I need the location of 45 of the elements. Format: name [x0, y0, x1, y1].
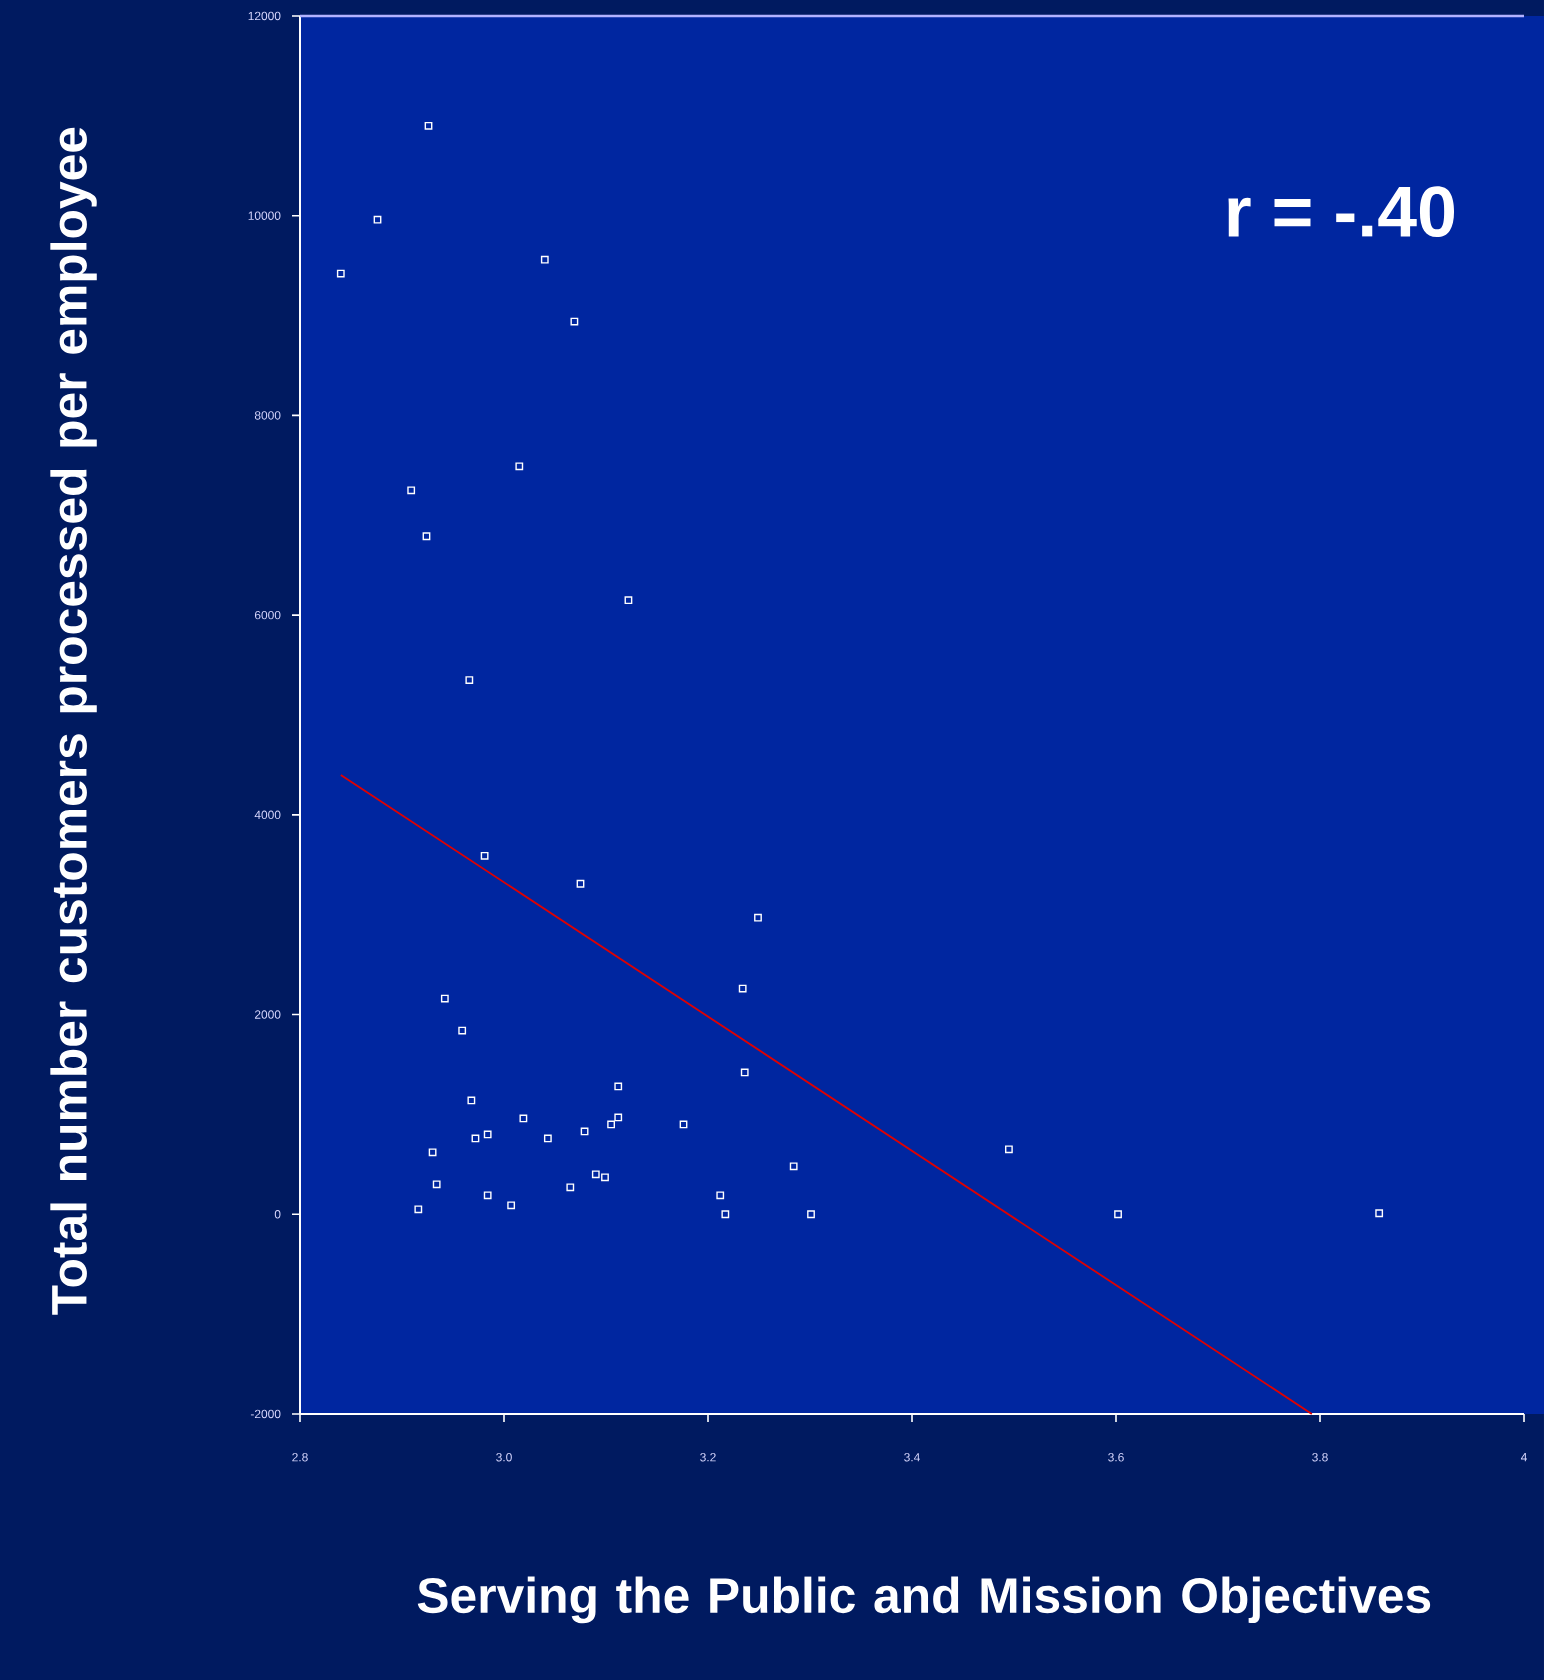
point — [580, 1127, 589, 1136]
point — [515, 462, 524, 471]
point — [480, 851, 489, 860]
point — [740, 1068, 749, 1077]
point — [789, 1162, 798, 1171]
point — [422, 532, 431, 541]
point — [754, 913, 762, 922]
point — [1375, 1209, 1384, 1218]
x-axis-title: Serving the Public and Mission Objectives — [417, 1576, 1431, 1624]
point — [607, 1120, 615, 1129]
point — [458, 1026, 467, 1035]
point — [465, 676, 474, 684]
point — [373, 215, 382, 224]
y-axis-title: Total number customers processed per employee — [50, 127, 97, 1315]
point — [1005, 1145, 1013, 1154]
point — [721, 1210, 730, 1219]
point — [540, 255, 549, 264]
point — [679, 1120, 688, 1129]
point — [428, 1148, 437, 1157]
point — [414, 1205, 423, 1214]
point — [424, 121, 433, 130]
point — [566, 1183, 575, 1192]
annotation: r = -.40 — [1228, 186, 1455, 238]
point — [1114, 1210, 1122, 1219]
point — [807, 1210, 815, 1219]
point — [432, 1180, 441, 1189]
point — [507, 1201, 516, 1210]
point — [336, 269, 345, 278]
point — [716, 1191, 725, 1200]
point — [543, 1134, 552, 1143]
point — [624, 596, 633, 605]
point — [591, 1170, 600, 1179]
point — [738, 984, 747, 993]
point — [576, 879, 585, 888]
point — [614, 1113, 623, 1122]
point — [519, 1114, 528, 1123]
point — [483, 1130, 492, 1139]
point — [601, 1173, 609, 1182]
point — [614, 1082, 623, 1091]
point — [483, 1191, 492, 1200]
point — [407, 486, 416, 495]
point — [471, 1134, 480, 1143]
point — [467, 1096, 476, 1105]
point — [440, 994, 449, 1003]
point — [570, 317, 579, 326]
